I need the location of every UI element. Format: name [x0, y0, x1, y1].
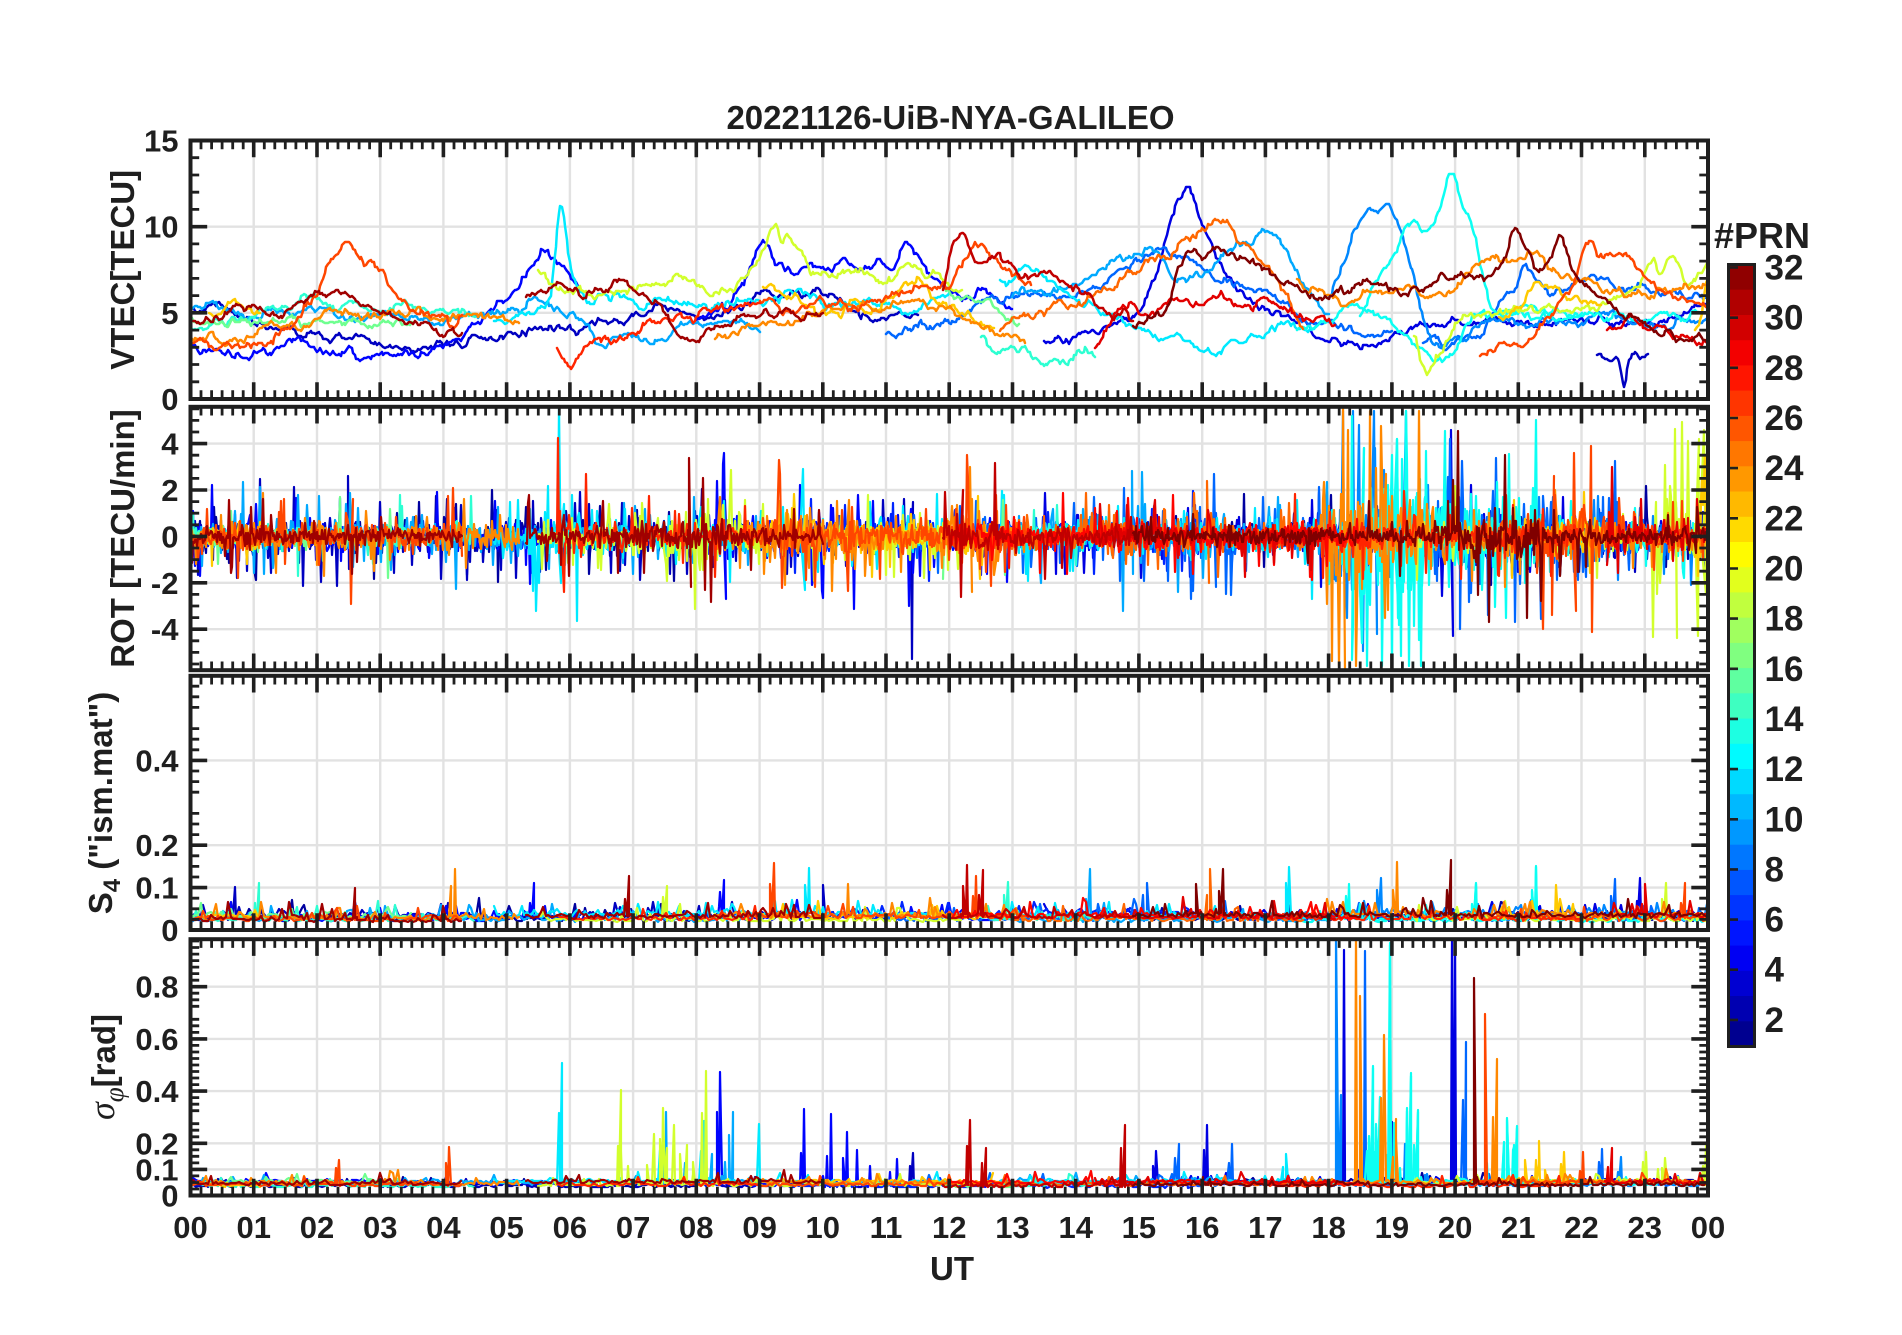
- svg-text:6: 6: [1765, 901, 1784, 940]
- svg-text:11: 11: [870, 1210, 903, 1245]
- svg-text:#PRN: #PRN: [1714, 215, 1810, 256]
- svg-text:22: 22: [1765, 499, 1804, 538]
- svg-text:12: 12: [1765, 750, 1804, 789]
- svg-text:0.2: 0.2: [135, 1126, 178, 1161]
- svg-text:05: 05: [489, 1210, 523, 1245]
- svg-text:8: 8: [1765, 850, 1784, 889]
- svg-text:2: 2: [161, 473, 178, 508]
- svg-text:10: 10: [806, 1210, 840, 1245]
- svg-text:0: 0: [161, 382, 178, 417]
- svg-text:19: 19: [1375, 1210, 1409, 1245]
- svg-text:14: 14: [1058, 1210, 1093, 1245]
- svg-text:15: 15: [1122, 1210, 1156, 1245]
- svg-text:01: 01: [236, 1210, 270, 1245]
- svg-text:10: 10: [144, 210, 178, 245]
- svg-text:0.1: 0.1: [135, 1152, 178, 1187]
- svg-text:28: 28: [1765, 349, 1804, 388]
- svg-text:16: 16: [1765, 650, 1804, 689]
- svg-text:14: 14: [1765, 700, 1804, 739]
- svg-text:4: 4: [161, 427, 179, 462]
- svg-text:22: 22: [1564, 1210, 1598, 1245]
- svg-text:20: 20: [1438, 1210, 1472, 1245]
- svg-text:04: 04: [426, 1210, 461, 1245]
- svg-text:0: 0: [161, 1179, 178, 1214]
- svg-text:07: 07: [616, 1210, 650, 1245]
- svg-text:18: 18: [1765, 600, 1804, 639]
- svg-text:15: 15: [144, 124, 178, 159]
- svg-text:32: 32: [1765, 249, 1804, 288]
- svg-text:18: 18: [1311, 1210, 1345, 1245]
- svg-text:0.2: 0.2: [135, 828, 178, 863]
- svg-text:0.8: 0.8: [135, 970, 178, 1005]
- svg-text:16: 16: [1185, 1210, 1219, 1245]
- svg-text:08: 08: [679, 1210, 713, 1245]
- svg-text:00: 00: [1691, 1210, 1725, 1245]
- svg-text:13: 13: [995, 1210, 1029, 1245]
- svg-text:23: 23: [1628, 1210, 1662, 1245]
- svg-text:2: 2: [1765, 1001, 1784, 1040]
- svg-text:06: 06: [553, 1210, 587, 1245]
- svg-text:σφ[rad]: σφ[rad]: [82, 1014, 129, 1120]
- svg-text:0: 0: [161, 913, 178, 948]
- svg-text:20: 20: [1765, 550, 1804, 589]
- svg-text:30: 30: [1765, 299, 1804, 338]
- svg-text:00: 00: [173, 1210, 207, 1245]
- svg-text:4: 4: [1765, 951, 1785, 990]
- svg-text:VTEC[TECU]: VTEC[TECU]: [104, 170, 141, 370]
- svg-text:-2: -2: [151, 566, 179, 601]
- svg-text:21: 21: [1501, 1210, 1535, 1245]
- svg-text:0.1: 0.1: [135, 871, 178, 906]
- svg-text:ROT [TECU/min]: ROT [TECU/min]: [104, 409, 141, 667]
- svg-text:24: 24: [1765, 449, 1804, 488]
- svg-text:0.4: 0.4: [135, 1074, 179, 1109]
- svg-text:-4: -4: [151, 612, 179, 647]
- svg-text:0.4: 0.4: [135, 743, 179, 778]
- svg-text:0.6: 0.6: [135, 1022, 178, 1057]
- svg-text:10: 10: [1765, 800, 1804, 839]
- svg-text:UT: UT: [930, 1250, 974, 1287]
- svg-text:03: 03: [363, 1210, 397, 1245]
- svg-text:02: 02: [300, 1210, 334, 1245]
- svg-text:12: 12: [932, 1210, 966, 1245]
- svg-text:20221126-UiB-NYA-GALILEO: 20221126-UiB-NYA-GALILEO: [726, 99, 1174, 136]
- svg-text:S4 ("ism.mat"): S4 ("ism.mat"): [82, 692, 126, 915]
- svg-text:17: 17: [1248, 1210, 1282, 1245]
- svg-text:26: 26: [1765, 399, 1804, 438]
- svg-text:0: 0: [161, 519, 178, 554]
- svg-text:5: 5: [161, 296, 178, 331]
- svg-text:09: 09: [742, 1210, 776, 1245]
